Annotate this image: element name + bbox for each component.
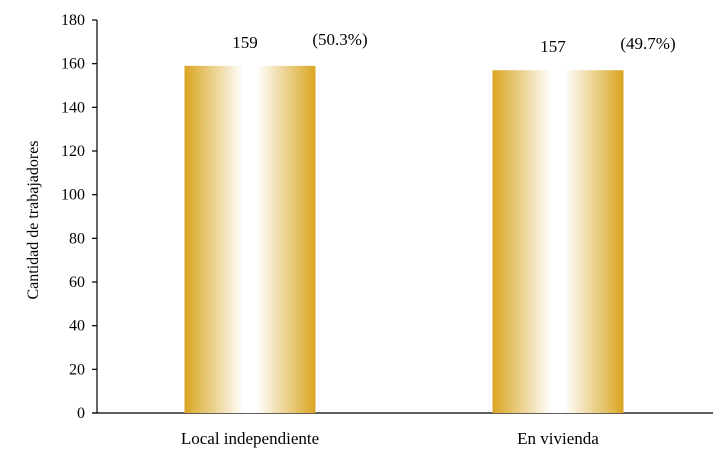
bar xyxy=(492,70,624,413)
y-tick-label: 140 xyxy=(61,99,85,116)
y-tick-label: 120 xyxy=(61,143,85,160)
y-axis: 0 20 40 60 80 100 120 140 160 180 xyxy=(61,12,98,422)
y-tick-label: 20 xyxy=(69,361,85,378)
y-tick-label: 80 xyxy=(69,230,85,247)
y-tick-label: 160 xyxy=(61,56,85,73)
y-tick-label: 0 xyxy=(77,405,85,422)
y-tick-label: 40 xyxy=(69,318,85,335)
percent-label: (49.7%) xyxy=(620,34,675,53)
bars xyxy=(184,65,624,413)
value-label: 159 xyxy=(232,33,258,52)
x-tick-label: Local independiente xyxy=(181,429,319,448)
x-axis: Local independiente En vivienda xyxy=(92,412,713,448)
y-tick-label: 60 xyxy=(69,274,85,291)
y-axis-title: Cantidad de trabajadores xyxy=(25,140,42,299)
data-labels: 159 (50.3%) 157 (49.7%) xyxy=(232,30,675,56)
bar xyxy=(184,65,316,413)
y-tick-label: 180 xyxy=(61,12,85,29)
percent-label: (50.3%) xyxy=(312,30,367,49)
x-tick-label: En vivienda xyxy=(517,429,599,448)
value-label: 157 xyxy=(540,37,566,56)
y-tick-label: 100 xyxy=(61,187,85,204)
